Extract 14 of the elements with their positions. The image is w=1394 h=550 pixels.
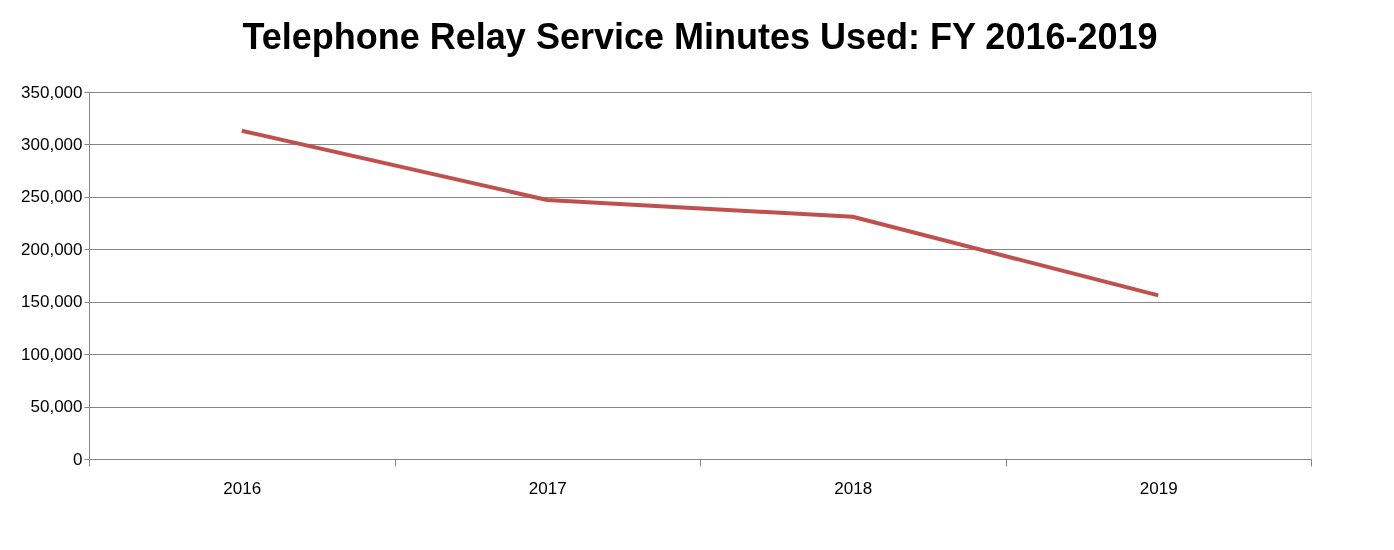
line-series	[239, 128, 1161, 298]
y-tick-label: 200,000	[21, 239, 83, 259]
y-tick-label: 50,000	[30, 397, 83, 417]
y-tick-label: 100,000	[21, 344, 83, 364]
y-tick-label: 0	[73, 449, 83, 469]
y-tick-label: 250,000	[21, 187, 83, 207]
y-tick-label: 350,000	[21, 82, 83, 102]
x-tick-label: 2019	[1139, 478, 1178, 498]
chart-title: Telephone Relay Service Minutes Used: FY 2016-2019	[242, 16, 1158, 57]
x-tick-label: 2017	[528, 478, 567, 498]
y-tick-label: 150,000	[21, 292, 83, 312]
x-tick-label: 2018	[834, 478, 873, 498]
y-tick-label: 300,000	[21, 134, 83, 154]
x-tick-label: 2016	[223, 478, 262, 498]
